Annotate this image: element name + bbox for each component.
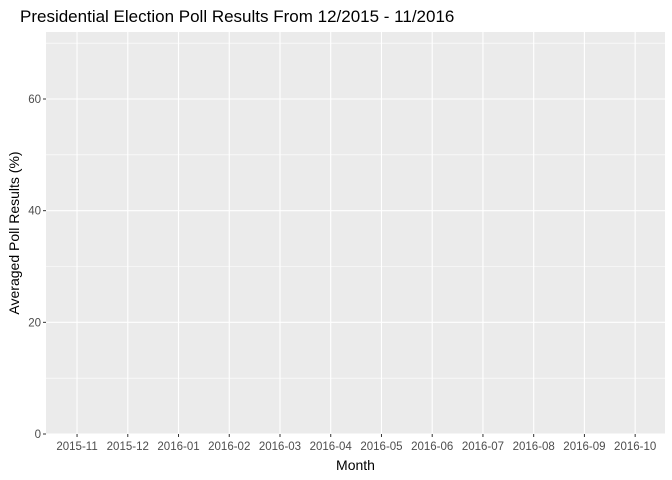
plot-panel	[46, 32, 665, 434]
x-tick-label: 2016-03	[259, 441, 301, 453]
x-tick-label: 2016-05	[360, 441, 402, 453]
y-tick-label: 20	[28, 317, 41, 329]
x-tick-label: 2016-09	[563, 441, 605, 453]
y-axis-title: Averaged Poll Results (%)	[6, 151, 22, 314]
x-tick-label: 2016-10	[614, 441, 656, 453]
y-tick-label: 0	[35, 429, 41, 441]
x-axis-ticks: 2015-11 2015-12 2016-01 2016-02 2016-03 2016-…	[56, 434, 656, 453]
chart-title: Presidential Election Poll Results From …	[20, 7, 454, 26]
x-tick-label: 2015-11	[56, 441, 97, 453]
y-tick-label: 40	[28, 206, 41, 218]
grid-minor	[46, 42, 665, 379]
x-tick-label: 2016-01	[157, 441, 199, 453]
x-tick-label: 2016-07	[462, 441, 504, 453]
x-tick-label: 2016-06	[411, 441, 453, 453]
x-tick-label: 2016-02	[208, 441, 250, 453]
x-tick-label: 2015-12	[107, 441, 149, 453]
y-axis-ticks: 0 20 40 60	[28, 94, 46, 441]
grid-major	[46, 32, 665, 435]
x-tick-label: 2016-04	[310, 441, 353, 453]
x-tick-label: 2016-08	[513, 441, 555, 453]
x-axis-title: Month	[336, 457, 375, 473]
y-tick-label: 60	[28, 94, 41, 106]
